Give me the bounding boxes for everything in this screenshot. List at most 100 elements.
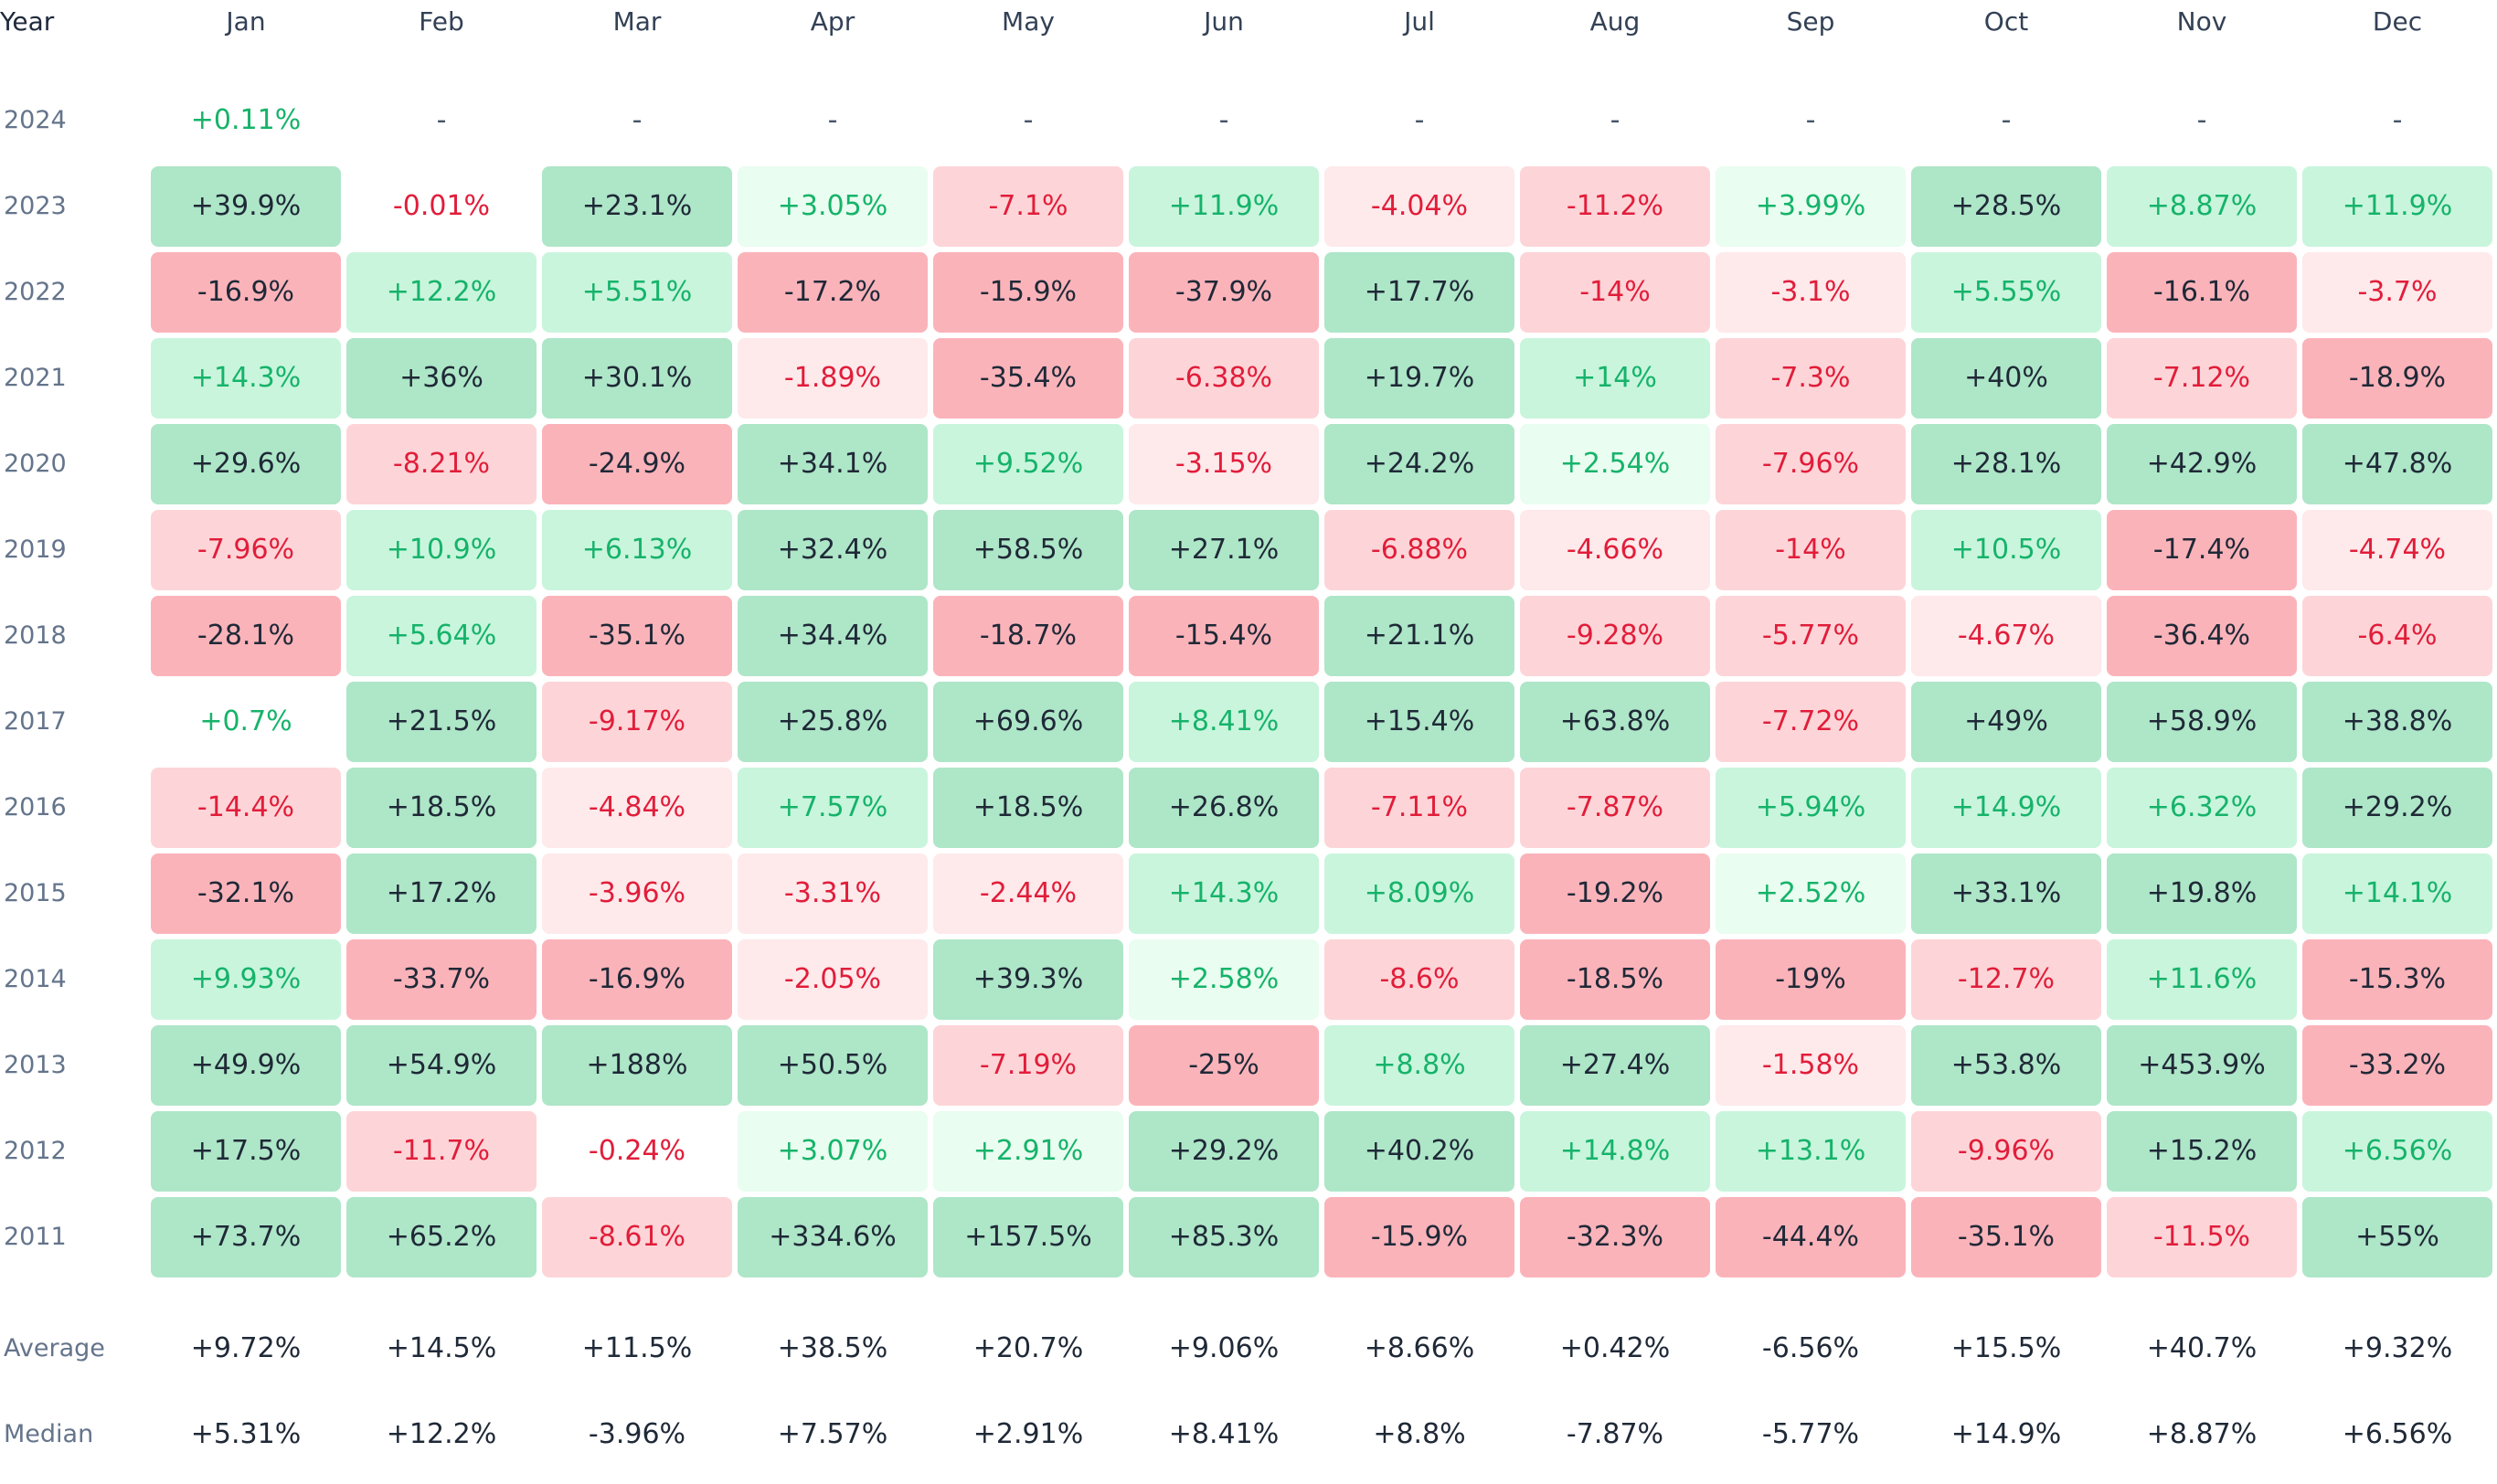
year-label-2023: 2023 <box>4 192 67 220</box>
heatmap-cell-2018-nov: -36.4% <box>2107 596 2297 676</box>
year-label-2014: 2014 <box>4 965 67 993</box>
summary-average-jun: +9.06% <box>1168 1332 1280 1364</box>
year-label-2015: 2015 <box>4 879 67 907</box>
year-label-2011: 2011 <box>4 1223 67 1251</box>
heatmap-cell-2024-aug: - <box>1610 104 1620 136</box>
heatmap-cell-2020-apr: +34.1% <box>738 424 928 504</box>
heatmap-cell-2020-aug: +2.54% <box>1520 424 1710 504</box>
heatmap-cell-2014-apr: -2.05% <box>738 939 928 1020</box>
heatmap-cell-2016-nov: +6.32% <box>2107 768 2297 848</box>
summary-median-dec: +6.56% <box>2342 1418 2453 1450</box>
summary-average-feb: +14.5% <box>386 1332 497 1364</box>
heatmap-cell-2016-apr: +7.57% <box>738 768 928 848</box>
heatmap-cell-2021-dec: -18.9% <box>2302 338 2492 419</box>
summary-median-feb: +12.2% <box>386 1418 497 1450</box>
year-label-2013: 2013 <box>4 1051 67 1079</box>
heatmap-cell-2011-may: +157.5% <box>933 1197 1123 1277</box>
heatmap-cell-2011-apr: +334.6% <box>738 1197 928 1277</box>
heatmap-cell-2021-feb: +36% <box>346 338 537 419</box>
month-header-jul: Jul <box>1404 6 1435 37</box>
heatmap-cell-2017-mar: -9.17% <box>542 682 732 762</box>
summary-average-mar: +11.5% <box>581 1332 693 1364</box>
year-label-2024: 2024 <box>4 106 67 134</box>
heatmap-cell-2021-sep: -7.3% <box>1716 338 1906 419</box>
heatmap-cell-2015-apr: -3.31% <box>738 853 928 934</box>
heatmap-cell-2023-dec: +11.9% <box>2302 166 2492 247</box>
heatmap-cell-2022-aug: -14% <box>1520 252 1710 333</box>
month-header-sep: Sep <box>1786 6 1835 37</box>
heatmap-cell-2011-jun: +85.3% <box>1129 1197 1319 1277</box>
heatmap-cell-2017-feb: +21.5% <box>346 682 537 762</box>
summary-average-sep: -6.56% <box>1761 1332 1860 1364</box>
heatmap-cell-2020-jan: +29.6% <box>151 424 341 504</box>
heatmap-cell-2012-jan: +17.5% <box>151 1111 341 1192</box>
month-header-feb: Feb <box>419 6 464 37</box>
heatmap-cell-2011-dec: +55% <box>2302 1197 2492 1277</box>
heatmap-cell-2011-mar: -8.61% <box>542 1197 732 1277</box>
heatmap-cell-2019-jul: -6.88% <box>1324 510 1514 590</box>
year-label-2019: 2019 <box>4 535 67 564</box>
heatmap-cell-2022-may: -15.9% <box>933 252 1123 333</box>
heatmap-cell-2024-jan: +0.11% <box>190 104 302 136</box>
heatmap-cell-2016-jan: -14.4% <box>151 768 341 848</box>
heatmap-cell-2024-may: - <box>1023 104 1034 136</box>
heatmap-cell-2018-jul: +21.1% <box>1324 596 1514 676</box>
heatmap-cell-2016-dec: +29.2% <box>2302 768 2492 848</box>
heatmap-cell-2012-nov: +15.2% <box>2107 1111 2297 1192</box>
heatmap-cell-2020-may: +9.52% <box>933 424 1123 504</box>
heatmap-cell-2023-apr: +3.05% <box>738 166 928 247</box>
heatmap-cell-2019-oct: +10.5% <box>1911 510 2101 590</box>
heatmap-cell-2022-jul: +17.7% <box>1324 252 1514 333</box>
heatmap-cell-2016-mar: -4.84% <box>542 768 732 848</box>
heatmap-cell-2023-feb: -0.01% <box>392 190 491 222</box>
summary-average-jul: +8.66% <box>1364 1332 1475 1364</box>
heatmap-cell-2013-oct: +53.8% <box>1911 1025 2101 1106</box>
year-label-2016: 2016 <box>4 793 67 822</box>
heatmap-cell-2021-oct: +40% <box>1911 338 2101 419</box>
heatmap-cell-2015-sep: +2.52% <box>1716 853 1906 934</box>
heatmap-cell-2014-feb: -33.7% <box>346 939 537 1020</box>
heatmap-cell-2014-jan: +9.93% <box>151 939 341 1020</box>
heatmap-cell-2012-sep: +13.1% <box>1716 1111 1906 1192</box>
heatmap-cell-2015-jan: -32.1% <box>151 853 341 934</box>
heatmap-cell-2022-nov: -16.1% <box>2107 252 2297 333</box>
month-header-apr: Apr <box>810 6 855 37</box>
month-header-dec: Dec <box>2372 6 2423 37</box>
heatmap-cell-2022-jan: -16.9% <box>151 252 341 333</box>
heatmap-cell-2017-aug: +63.8% <box>1520 682 1710 762</box>
heatmap-cell-2021-aug: +14% <box>1520 338 1710 419</box>
heatmap-cell-2023-nov: +8.87% <box>2107 166 2297 247</box>
heatmap-cell-2020-jul: +24.2% <box>1324 424 1514 504</box>
heatmap-cell-2012-jul: +40.2% <box>1324 1111 1514 1192</box>
heatmap-cell-2022-mar: +5.51% <box>542 252 732 333</box>
heatmap-cell-2017-oct: +49% <box>1911 682 2101 762</box>
heatmap-cell-2018-aug: -9.28% <box>1520 596 1710 676</box>
heatmap-cell-2016-sep: +5.94% <box>1716 768 1906 848</box>
heatmap-cell-2023-jul: -4.04% <box>1324 166 1514 247</box>
summary-average-oct: +15.5% <box>1950 1332 2062 1364</box>
summary-average-nov: +40.7% <box>2146 1332 2258 1364</box>
heatmap-cell-2014-mar: -16.9% <box>542 939 732 1020</box>
heatmap-cell-2022-oct: +5.55% <box>1911 252 2101 333</box>
heatmap-cell-2014-jun: +2.58% <box>1129 939 1319 1020</box>
heatmap-cell-2011-jul: -15.9% <box>1324 1197 1514 1277</box>
heatmap-cell-2017-jul: +15.4% <box>1324 682 1514 762</box>
heatmap-cell-2012-may: +2.91% <box>933 1111 1123 1192</box>
year-label-2022: 2022 <box>4 278 67 306</box>
heatmap-cell-2014-sep: -19% <box>1716 939 1906 1020</box>
summary-median-jan: +5.31% <box>190 1418 302 1450</box>
month-header-oct: Oct <box>1983 6 2029 37</box>
heatmap-cell-2013-dec: -33.2% <box>2302 1025 2492 1106</box>
heatmap-cell-2011-jan: +73.7% <box>151 1197 341 1277</box>
heatmap-cell-2011-oct: -35.1% <box>1911 1197 2101 1277</box>
heatmap-cell-2023-jun: +11.9% <box>1129 166 1319 247</box>
heatmap-cell-2012-mar: -0.24% <box>588 1135 686 1167</box>
heatmap-cell-2015-jul: +8.09% <box>1324 853 1514 934</box>
heatmap-cell-2012-feb: -11.7% <box>346 1111 537 1192</box>
heatmap-cell-2014-aug: -18.5% <box>1520 939 1710 1020</box>
heatmap-cell-2019-sep: -14% <box>1716 510 1906 590</box>
heatmap-cell-2016-oct: +14.9% <box>1911 768 2101 848</box>
heatmap-cell-2020-jun: -3.15% <box>1129 424 1319 504</box>
heatmap-cell-2013-jan: +49.9% <box>151 1025 341 1106</box>
